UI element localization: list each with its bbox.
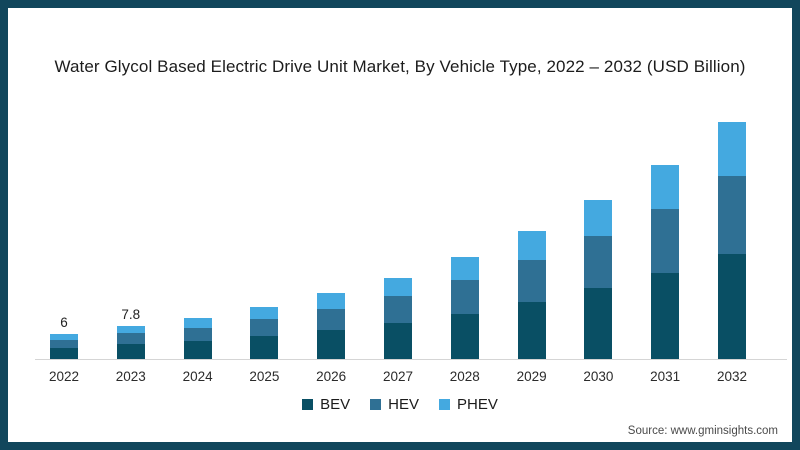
stacked-bar-2024 <box>183 317 212 359</box>
bar-segment-phev-2025 <box>250 307 279 320</box>
x-tick-label-2030: 2030 <box>583 369 614 384</box>
stacked-bar-2026 <box>317 293 346 359</box>
x-tick-label-2022: 2022 <box>48 369 80 384</box>
bar-segment-phev-2029 <box>517 230 546 260</box>
bar-segment-hev-2026 <box>317 308 346 330</box>
bar-segment-phev-2031 <box>651 164 680 210</box>
bar-segment-hev-2030 <box>584 235 613 289</box>
bar-value-label-2022: 6 <box>60 314 68 330</box>
legend-swatch-phev <box>439 399 450 410</box>
bar-segment-bev-2030 <box>584 288 613 359</box>
bar-segment-hev-2031 <box>651 209 680 273</box>
bar-segment-bev-2025 <box>250 335 279 359</box>
stacked-bar-2029 <box>517 230 546 359</box>
bar-segment-hev-2024 <box>183 327 212 341</box>
stacked-bar-2030 <box>584 199 613 359</box>
chart-canvas: Water Glycol Based Electric Drive Unit M… <box>8 8 792 442</box>
x-tick-label-2027: 2027 <box>382 369 414 384</box>
stacked-bar-2023 <box>116 326 145 359</box>
x-tick-label-2031: 2031 <box>650 369 681 384</box>
x-tick-label-2029: 2029 <box>516 369 547 384</box>
legend: BEV HEV PHEV <box>8 396 792 413</box>
bar-segment-bev-2022 <box>50 347 78 359</box>
bar-segment-bev-2029 <box>517 301 546 359</box>
stacked-bar-2032 <box>718 121 746 359</box>
bar-segment-bev-2028 <box>450 313 479 359</box>
stacked-bar-2022 <box>50 333 78 359</box>
bar-segment-phev-2024 <box>183 317 212 328</box>
x-tick-label-2026: 2026 <box>316 369 347 384</box>
bar-segment-phev-2022 <box>50 333 78 340</box>
legend-swatch-hev <box>370 399 382 410</box>
bar-segment-bev-2032 <box>718 253 746 359</box>
bar-segment-hev-2027 <box>384 296 412 323</box>
x-tick-label-2024: 2024 <box>182 369 213 384</box>
bar-segment-phev-2028 <box>450 257 479 281</box>
stacked-bar-2027 <box>384 277 412 359</box>
bar-segment-bev-2026 <box>317 329 346 359</box>
legend-item-phev: PHEV <box>439 396 498 413</box>
bar-segment-hev-2025 <box>250 319 279 336</box>
stacked-bar-2031 <box>651 164 680 359</box>
legend-label-hev: HEV <box>388 396 419 413</box>
x-tick-label-2028: 2028 <box>449 369 480 384</box>
bar-segment-hev-2022 <box>50 339 78 348</box>
bar-segment-phev-2027 <box>384 277 412 297</box>
x-tick-label-2032: 2032 <box>716 369 748 384</box>
legend-item-hev: HEV <box>370 396 419 413</box>
legend-label-phev: PHEV <box>457 396 498 413</box>
bar-segment-phev-2026 <box>317 293 346 309</box>
bar-segment-hev-2032 <box>718 175 746 254</box>
x-axis-line <box>35 359 787 360</box>
legend-label-bev: BEV <box>320 396 351 413</box>
bar-segment-bev-2023 <box>116 343 145 359</box>
bar-segment-hev-2029 <box>517 259 546 302</box>
bar-segment-hev-2028 <box>450 280 479 314</box>
bar-segment-hev-2023 <box>116 333 145 344</box>
x-tick-label-2023: 2023 <box>115 369 146 384</box>
bar-value-label-2023: 7.8 <box>121 307 141 323</box>
bar-segment-bev-2027 <box>384 322 412 359</box>
chart-title: Water Glycol Based Electric Drive Unit M… <box>54 57 746 76</box>
legend-swatch-bev <box>302 399 314 410</box>
x-tick-label-2025: 2025 <box>249 369 280 384</box>
bar-segment-bev-2024 <box>183 340 212 359</box>
bar-segment-phev-2032 <box>718 121 746 176</box>
legend-item-bev: BEV <box>302 396 350 413</box>
stacked-bar-2028 <box>450 257 479 359</box>
bar-segment-phev-2030 <box>584 199 613 236</box>
stacked-bar-2025 <box>250 307 279 359</box>
bar-segment-bev-2031 <box>651 272 680 359</box>
bar-segment-phev-2023 <box>116 326 145 334</box>
source-text: Source: www.gminsights.com <box>627 425 778 437</box>
